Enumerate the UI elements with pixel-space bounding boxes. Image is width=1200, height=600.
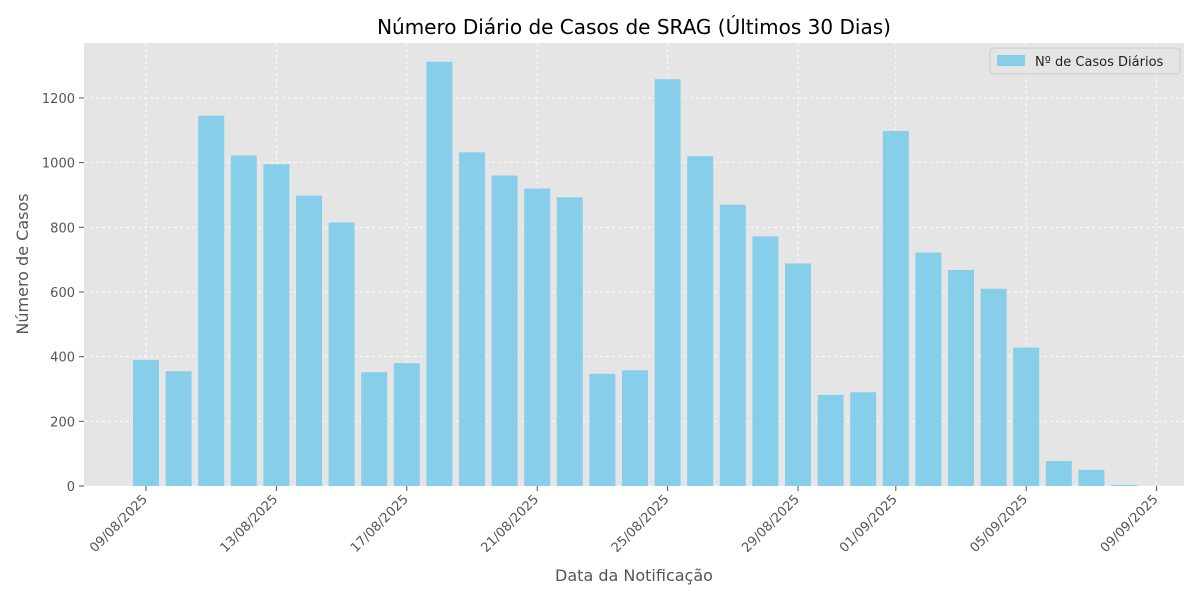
y-axis-label: Número de Casos <box>13 193 32 334</box>
bar <box>165 371 192 486</box>
y-tick-label: 400 <box>50 351 75 366</box>
bar <box>654 79 681 486</box>
bar <box>426 61 453 486</box>
bar <box>556 197 583 486</box>
bar <box>882 130 909 486</box>
bar <box>328 222 355 486</box>
bar <box>230 155 257 486</box>
x-tick-label: 09/09/2025 <box>1098 492 1162 556</box>
bar <box>850 392 877 486</box>
bar <box>752 236 779 486</box>
bar <box>915 252 942 486</box>
legend-label: Nº de Casos Diários <box>1035 55 1164 70</box>
bar <box>948 269 974 486</box>
legend: Nº de Casos Diários <box>989 47 1181 75</box>
bar <box>1111 485 1137 486</box>
bar <box>198 115 225 486</box>
x-axis-ticks: 09/08/2025 13/08/2025 17/08/2025 21/08/2025… <box>87 486 1161 556</box>
y-axis-ticks: 0 200 400 600 800 1000 1200 <box>42 92 84 495</box>
x-tick-label: 09/08/2025 <box>87 492 151 556</box>
y-tick-label: 1000 <box>42 157 75 172</box>
bar <box>817 394 844 486</box>
y-tick-label: 600 <box>50 286 75 301</box>
bar <box>785 263 811 486</box>
bar <box>1045 461 1072 486</box>
bar <box>524 188 551 486</box>
y-tick-label: 0 <box>67 480 75 495</box>
x-tick-label: 21/08/2025 <box>478 492 542 556</box>
chart-title: Número Diário de Casos de SRAG (Últimos … <box>377 15 891 39</box>
bar <box>980 288 1007 486</box>
y-tick-label: 800 <box>50 221 75 236</box>
bar <box>296 195 322 486</box>
x-axis-label: Data da Notificação <box>555 566 713 585</box>
y-tick-label: 1200 <box>42 92 75 107</box>
x-tick-label: 13/08/2025 <box>218 492 282 556</box>
bar <box>1013 347 1040 486</box>
x-tick-label: 25/08/2025 <box>609 492 673 556</box>
bar <box>687 156 714 487</box>
bars <box>133 61 1137 487</box>
bar <box>719 204 746 486</box>
x-tick-label: 05/09/2025 <box>967 492 1031 556</box>
bar <box>393 363 420 486</box>
bar <box>263 164 290 486</box>
bar <box>133 359 159 486</box>
x-tick-label: 17/08/2025 <box>348 492 412 556</box>
legend-swatch <box>997 55 1025 66</box>
y-tick-label: 200 <box>50 415 75 430</box>
bar <box>622 370 648 486</box>
bar <box>589 373 616 486</box>
bar <box>459 152 485 486</box>
x-tick-label: 01/09/2025 <box>837 492 901 556</box>
bar <box>491 175 518 486</box>
bar <box>1078 469 1105 486</box>
x-tick-label: 29/08/2025 <box>739 492 803 556</box>
bar <box>361 372 388 486</box>
legend-box <box>989 47 1181 75</box>
